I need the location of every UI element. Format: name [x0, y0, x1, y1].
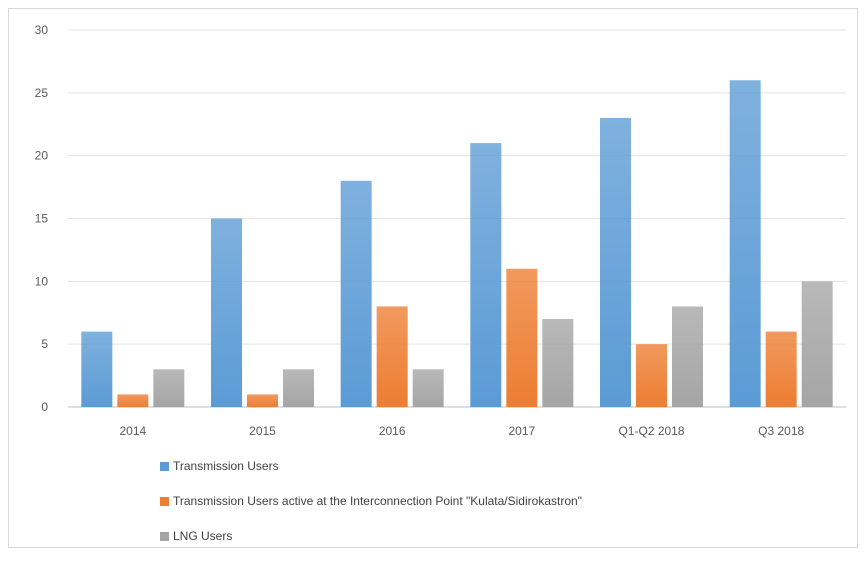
y-tick-label: 30 [35, 23, 49, 37]
bar [600, 117, 631, 407]
bar [765, 331, 797, 407]
bar [470, 143, 502, 407]
bar [283, 369, 314, 407]
axes: 0 5 10 15 20 25 30 2014 2015 2016 2017 Q1-Q2 2018 Q3… [35, 23, 805, 438]
bars [81, 80, 833, 408]
bar [672, 306, 703, 407]
bar [636, 344, 667, 407]
bar [117, 394, 149, 407]
legend-swatch [160, 461, 169, 471]
bar [340, 180, 372, 407]
gridlines [68, 29, 846, 408]
y-tick-label: 25 [35, 86, 49, 100]
x-tick-label: Q1-Q2 2018 [618, 424, 684, 438]
y-tick-label: 20 [35, 149, 49, 163]
bar [81, 331, 113, 407]
bar [376, 306, 408, 407]
legend-swatch [160, 496, 169, 506]
legend-label: Transmission Users active at the Interco… [173, 494, 582, 508]
bar [412, 369, 444, 407]
legend-item-interconnection-users: Transmission Users active at the Interco… [160, 493, 582, 509]
bar [729, 80, 761, 408]
y-tick-label: 15 [35, 212, 49, 226]
y-tick-label: 5 [41, 337, 48, 351]
bar [247, 394, 278, 407]
legend-label: LNG Users [173, 529, 233, 543]
bar [542, 319, 574, 407]
bar [801, 281, 833, 407]
bar [506, 268, 538, 407]
bar [153, 369, 185, 407]
y-tick-label: 0 [41, 400, 48, 414]
chart-frame [8, 8, 858, 548]
x-tick-label: Q3 2018 [758, 424, 804, 438]
x-tick-label: 2014 [119, 424, 146, 438]
y-tick-label: 10 [35, 274, 49, 288]
legend-item-lng-users: LNG Users [160, 528, 582, 544]
x-tick-label: 2016 [379, 424, 406, 438]
x-tick-label: 2017 [508, 424, 535, 438]
legend-swatch [160, 531, 169, 541]
legend: Transmission Users Transmission Users ac… [160, 458, 582, 563]
legend-item-transmission-users: Transmission Users [160, 458, 582, 474]
x-tick-label: 2015 [249, 424, 276, 438]
bar [211, 218, 242, 407]
legend-label: Transmission Users [173, 459, 279, 473]
